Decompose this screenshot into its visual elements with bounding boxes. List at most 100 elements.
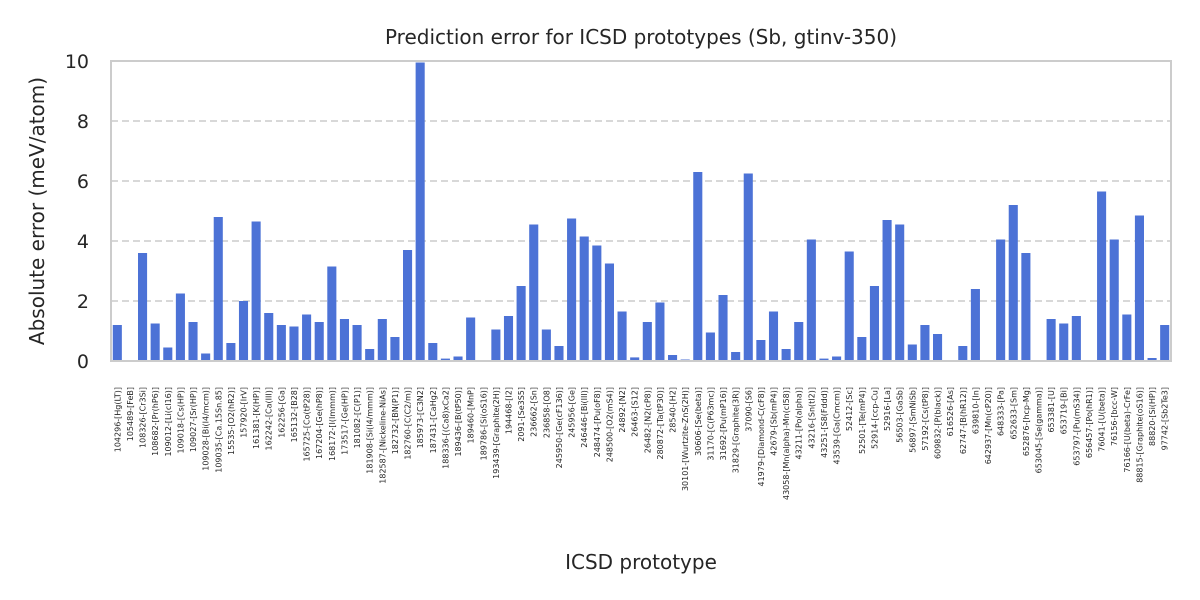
x-tick-label: 248474-[Pu(oF8)]	[593, 387, 602, 457]
bar	[289, 326, 299, 361]
x-tick-label: 43539-[Ga(Cmcm)]	[833, 387, 842, 465]
bar	[617, 311, 627, 361]
bar	[365, 349, 375, 361]
bar	[1046, 319, 1056, 361]
bar	[491, 329, 501, 361]
bar	[882, 220, 892, 361]
x-tick-label: 108326-[Cr3Si]	[139, 387, 148, 448]
x-tick-label: 43211-[Po(alpha)]	[795, 387, 804, 459]
bar	[226, 343, 236, 361]
bar	[592, 245, 602, 361]
x-tick-label: 43251-[S8(Fddd)]	[820, 387, 829, 458]
bar	[1134, 215, 1144, 361]
bar	[567, 218, 577, 361]
x-tick-label: 52914-[ccp-Cu]	[870, 387, 879, 449]
x-tick-label: 182732-[BN(P1)]	[391, 387, 400, 454]
x-tick-label: 109035-[Ca.15Sn.85]	[214, 387, 223, 473]
grid-lines	[111, 120, 1171, 302]
bar	[996, 239, 1006, 361]
bar	[604, 263, 614, 361]
x-tick-label: 57192-[Cs(tP8)]	[921, 387, 930, 451]
bar	[541, 329, 551, 361]
x-tick-label: 248500-[O2(mS4)]	[605, 387, 614, 462]
x-tick-label: 246446-[Bi(III)]	[580, 387, 589, 448]
x-tick-label: 165132-[B28]	[290, 387, 299, 442]
x-tick-label: 30101-[Wurtzite-ZnS(2H)]	[681, 387, 690, 491]
x-tick-label: 31829-[Graphite(3R)]	[732, 387, 741, 473]
x-tick-label: 109018-[Cs(HP)]	[176, 387, 185, 454]
bar	[1147, 358, 1157, 361]
x-tick-label: 109027-[Sr(HP)]	[189, 387, 198, 452]
x-tick-label: 653381-[U]	[1047, 387, 1056, 433]
bar	[832, 356, 842, 361]
bar	[705, 332, 715, 361]
bar	[693, 172, 703, 361]
bar	[390, 337, 400, 361]
bar	[276, 325, 286, 361]
x-tick-label: 97742-[Sb2Te3]	[1161, 387, 1170, 450]
y-tick-label: 0	[77, 351, 89, 373]
x-tick-label: 188336-[(Ca8)xCa2]	[441, 387, 450, 469]
bar	[869, 286, 879, 361]
bar	[213, 217, 223, 361]
bar	[1097, 191, 1107, 361]
bar	[579, 236, 589, 361]
bar	[327, 266, 337, 361]
bar	[138, 253, 148, 361]
x-tick-label: 108682-[Pr(hP6)]	[151, 387, 160, 456]
bar	[403, 250, 413, 361]
x-tick-label: 182760-[C(C2/m)]	[404, 387, 413, 460]
x-tick-label: 653719-[Bi]	[1060, 387, 1069, 434]
bar	[743, 173, 753, 361]
bar	[794, 322, 804, 361]
x-axis-title: ICSD prototype	[565, 550, 717, 574]
x-tick-label: 162242-[Ca(III)]	[265, 387, 274, 450]
x-tick-label: 62747-[B(hR12)]	[959, 387, 968, 454]
x-tick-label: 189786-[Si(oS16)]	[479, 387, 488, 460]
x-tick-label: 24892-[N2]	[618, 387, 627, 433]
x-tick-label: 653797-[Pu(mS34)]	[1072, 387, 1081, 466]
bars	[112, 62, 1170, 361]
bar	[150, 323, 160, 361]
x-tick-label: 616526-[As]	[946, 387, 955, 436]
bar	[201, 353, 211, 361]
bar	[352, 325, 362, 361]
x-tick-label: 105489-[FeB]	[126, 387, 135, 441]
x-tick-label: 167204-[Ge(hP8)]	[315, 387, 324, 459]
x-tick-label: 2091-[Se3S5]	[517, 387, 526, 442]
x-tick-label: 109012-[Li(cI16)]	[164, 387, 173, 457]
x-tick-label: 245956-[Ge]	[568, 387, 577, 438]
x-tick-label: 31170-[C(P63mc)]	[706, 387, 715, 461]
bar	[1008, 205, 1018, 361]
x-tick-label: 181082-[C(P1)]	[353, 387, 362, 448]
chart-title: Prediction error for ICSD prototypes (Sb…	[385, 25, 897, 49]
x-tick-label: 181908-[Si(I4/mmm)]	[366, 387, 375, 474]
bar	[857, 337, 867, 361]
x-tick-label: 609832-[P(black)]	[934, 387, 943, 459]
x-tick-label: 52501-[Te(mP4)]	[858, 387, 867, 454]
bar	[163, 347, 173, 361]
bar	[806, 239, 816, 361]
x-tick-label: 52412-[Sc]	[845, 387, 854, 431]
x-tick-label: 104296-[Hg(LT)]	[113, 387, 122, 452]
bar	[238, 301, 249, 361]
bar	[970, 289, 980, 361]
x-tick-label: 245950-[Ge(cF136)]	[555, 387, 564, 468]
x-tick-label: 76166-[U(beta)-CrFe]	[1123, 387, 1132, 473]
x-tick-label: 185973-[C3N2]	[416, 387, 425, 448]
bar	[466, 317, 476, 361]
x-tick-label: 31692-[Pu(mP16)]	[719, 387, 728, 460]
x-tick-label: 652633-[Sm]	[1009, 387, 1018, 440]
x-tick-label: 189436-[B(tP50)]	[454, 387, 463, 457]
bar	[175, 293, 185, 361]
bar	[1021, 253, 1031, 361]
x-tick-label: 193439-[Graphite(2H)]	[492, 387, 501, 479]
bar	[933, 334, 943, 361]
x-tick-label: 236858-[O8]	[542, 387, 551, 438]
x-tick-label: 652876-[hcp-Mg]	[1022, 387, 1031, 456]
y-tick-label: 6	[77, 171, 89, 193]
bar	[251, 221, 261, 361]
y-tick-label: 4	[77, 231, 89, 253]
x-tick-label: 642937-[Mn(cP20)]	[984, 387, 993, 464]
